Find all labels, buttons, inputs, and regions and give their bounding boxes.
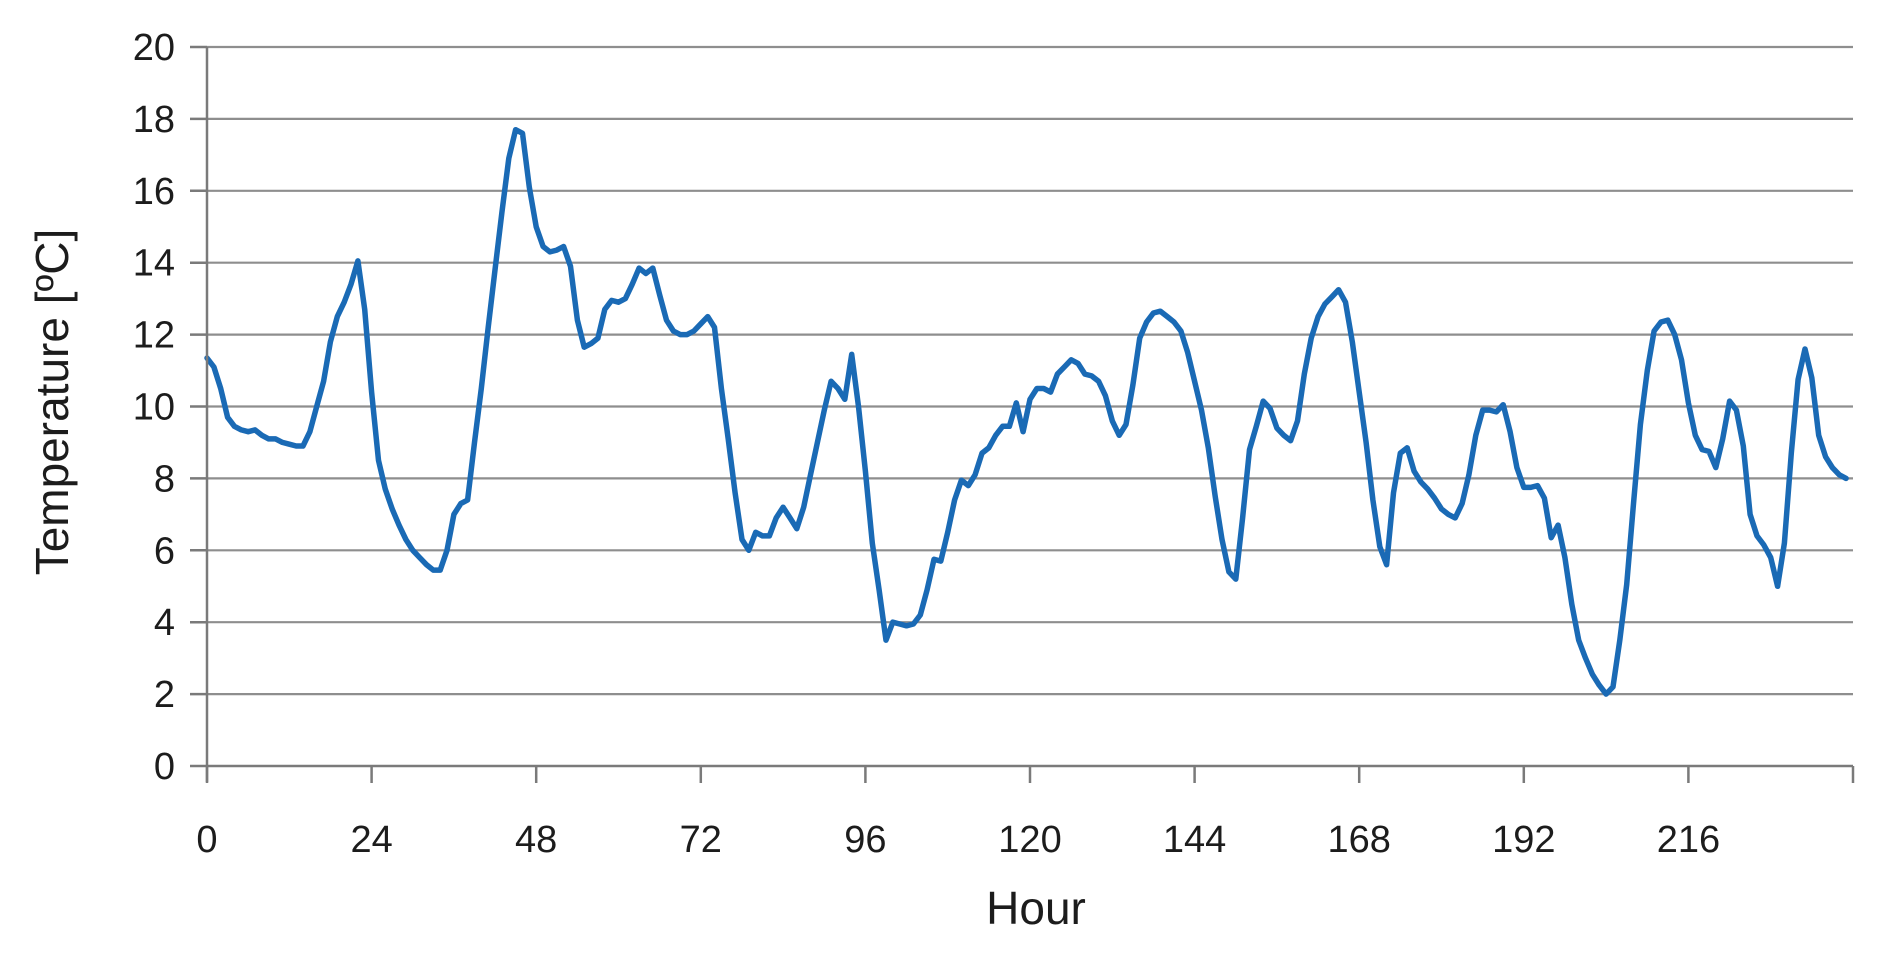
x-tick-label: 120 (998, 819, 1061, 861)
y-tick-label: 6 (154, 530, 175, 572)
y-tick-label: 18 (133, 99, 175, 141)
x-tick-label: 96 (844, 819, 886, 861)
y-tick-label: 10 (133, 387, 175, 429)
y-tick-label: 8 (154, 458, 175, 500)
x-tick-label: 24 (350, 819, 392, 861)
y-tick-label: 14 (133, 243, 175, 285)
x-tick-label: 48 (515, 819, 557, 861)
x-tick-label: 168 (1327, 819, 1390, 861)
x-tick-label: 144 (1163, 819, 1226, 861)
x-tick-label: 192 (1492, 819, 1555, 861)
y-tick-label: 12 (133, 315, 175, 357)
y-tick-label: 4 (154, 602, 175, 644)
y-tick-label: 16 (133, 171, 175, 213)
y-tick-label: 0 (154, 746, 175, 788)
y-tick-label: 2 (154, 674, 175, 716)
x-tick-label: 72 (680, 819, 722, 861)
y-tick-label: 20 (133, 27, 175, 69)
y-axis-title: Temperature [ºC] (26, 228, 78, 576)
temperature-series-line (204, 126, 1849, 697)
x-tick-label: 216 (1657, 819, 1720, 861)
x-tick-label: 0 (196, 819, 217, 861)
x-axis-title: Hour (986, 882, 1086, 934)
